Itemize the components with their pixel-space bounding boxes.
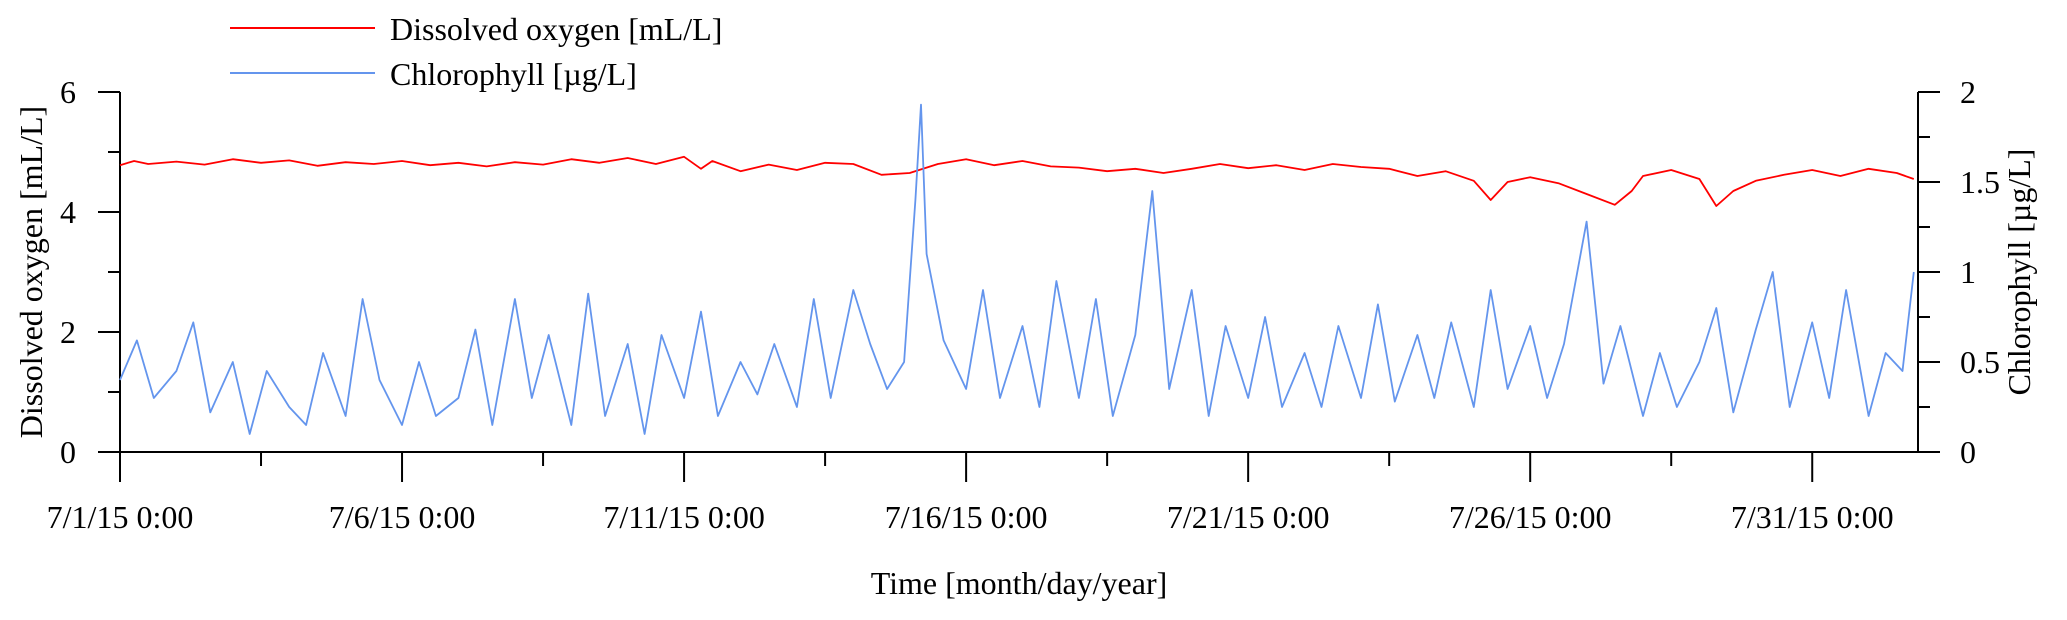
- y-axis-right-title: Chlorophyll [µg/L]: [2001, 149, 2037, 396]
- series-line-chlorophyll: [119, 103, 1915, 435]
- y-right-tick-label: 1: [1960, 254, 1976, 290]
- ticks: 7/1/15 0:00 7/6/15 0:00 7/11/15 0:00 7/16/1…: [47, 74, 2000, 535]
- x-tick-label: 7/21/15 0:00: [1167, 499, 1330, 535]
- x-tick-label: 7/26/15 0:00: [1449, 499, 1612, 535]
- x-axis-title: Time [month/day/year]: [871, 565, 1168, 601]
- x-tick-label: 7/6/15 0:00: [329, 499, 476, 535]
- y-left-tick-label: 0: [60, 434, 76, 470]
- legend: Dissolved oxygen [mL/L] Chlorophyll [µg/…: [230, 11, 722, 92]
- x-tick-label: 7/31/15 0:00: [1731, 499, 1894, 535]
- y-left-tick-label: 6: [60, 74, 76, 110]
- y-left-tick-label: 2: [60, 314, 76, 350]
- x-tick-label: 7/11/15 0:00: [603, 499, 764, 535]
- x-tick-label: 7/1/15 0:00: [47, 499, 194, 535]
- series: [119, 103, 1915, 435]
- legend-label-chlorophyll: Chlorophyll [µg/L]: [390, 56, 637, 92]
- y-right-tick-label: 0: [1960, 434, 1976, 470]
- legend-label-dissolved-oxygen: Dissolved oxygen [mL/L]: [390, 11, 722, 47]
- y-left-tick-label: 4: [60, 194, 76, 230]
- y-right-tick-label: 1.5: [1960, 164, 2000, 200]
- x-tick-label: 7/16/15 0:00: [885, 499, 1048, 535]
- y-right-tick-label: 0.5: [1960, 344, 2000, 380]
- y-right-tick-label: 2: [1960, 74, 1976, 110]
- y-axis-left-title: Dissolved oxygen [mL/L]: [13, 106, 49, 438]
- series-line-dissolved-oxygen: [119, 155, 1915, 207]
